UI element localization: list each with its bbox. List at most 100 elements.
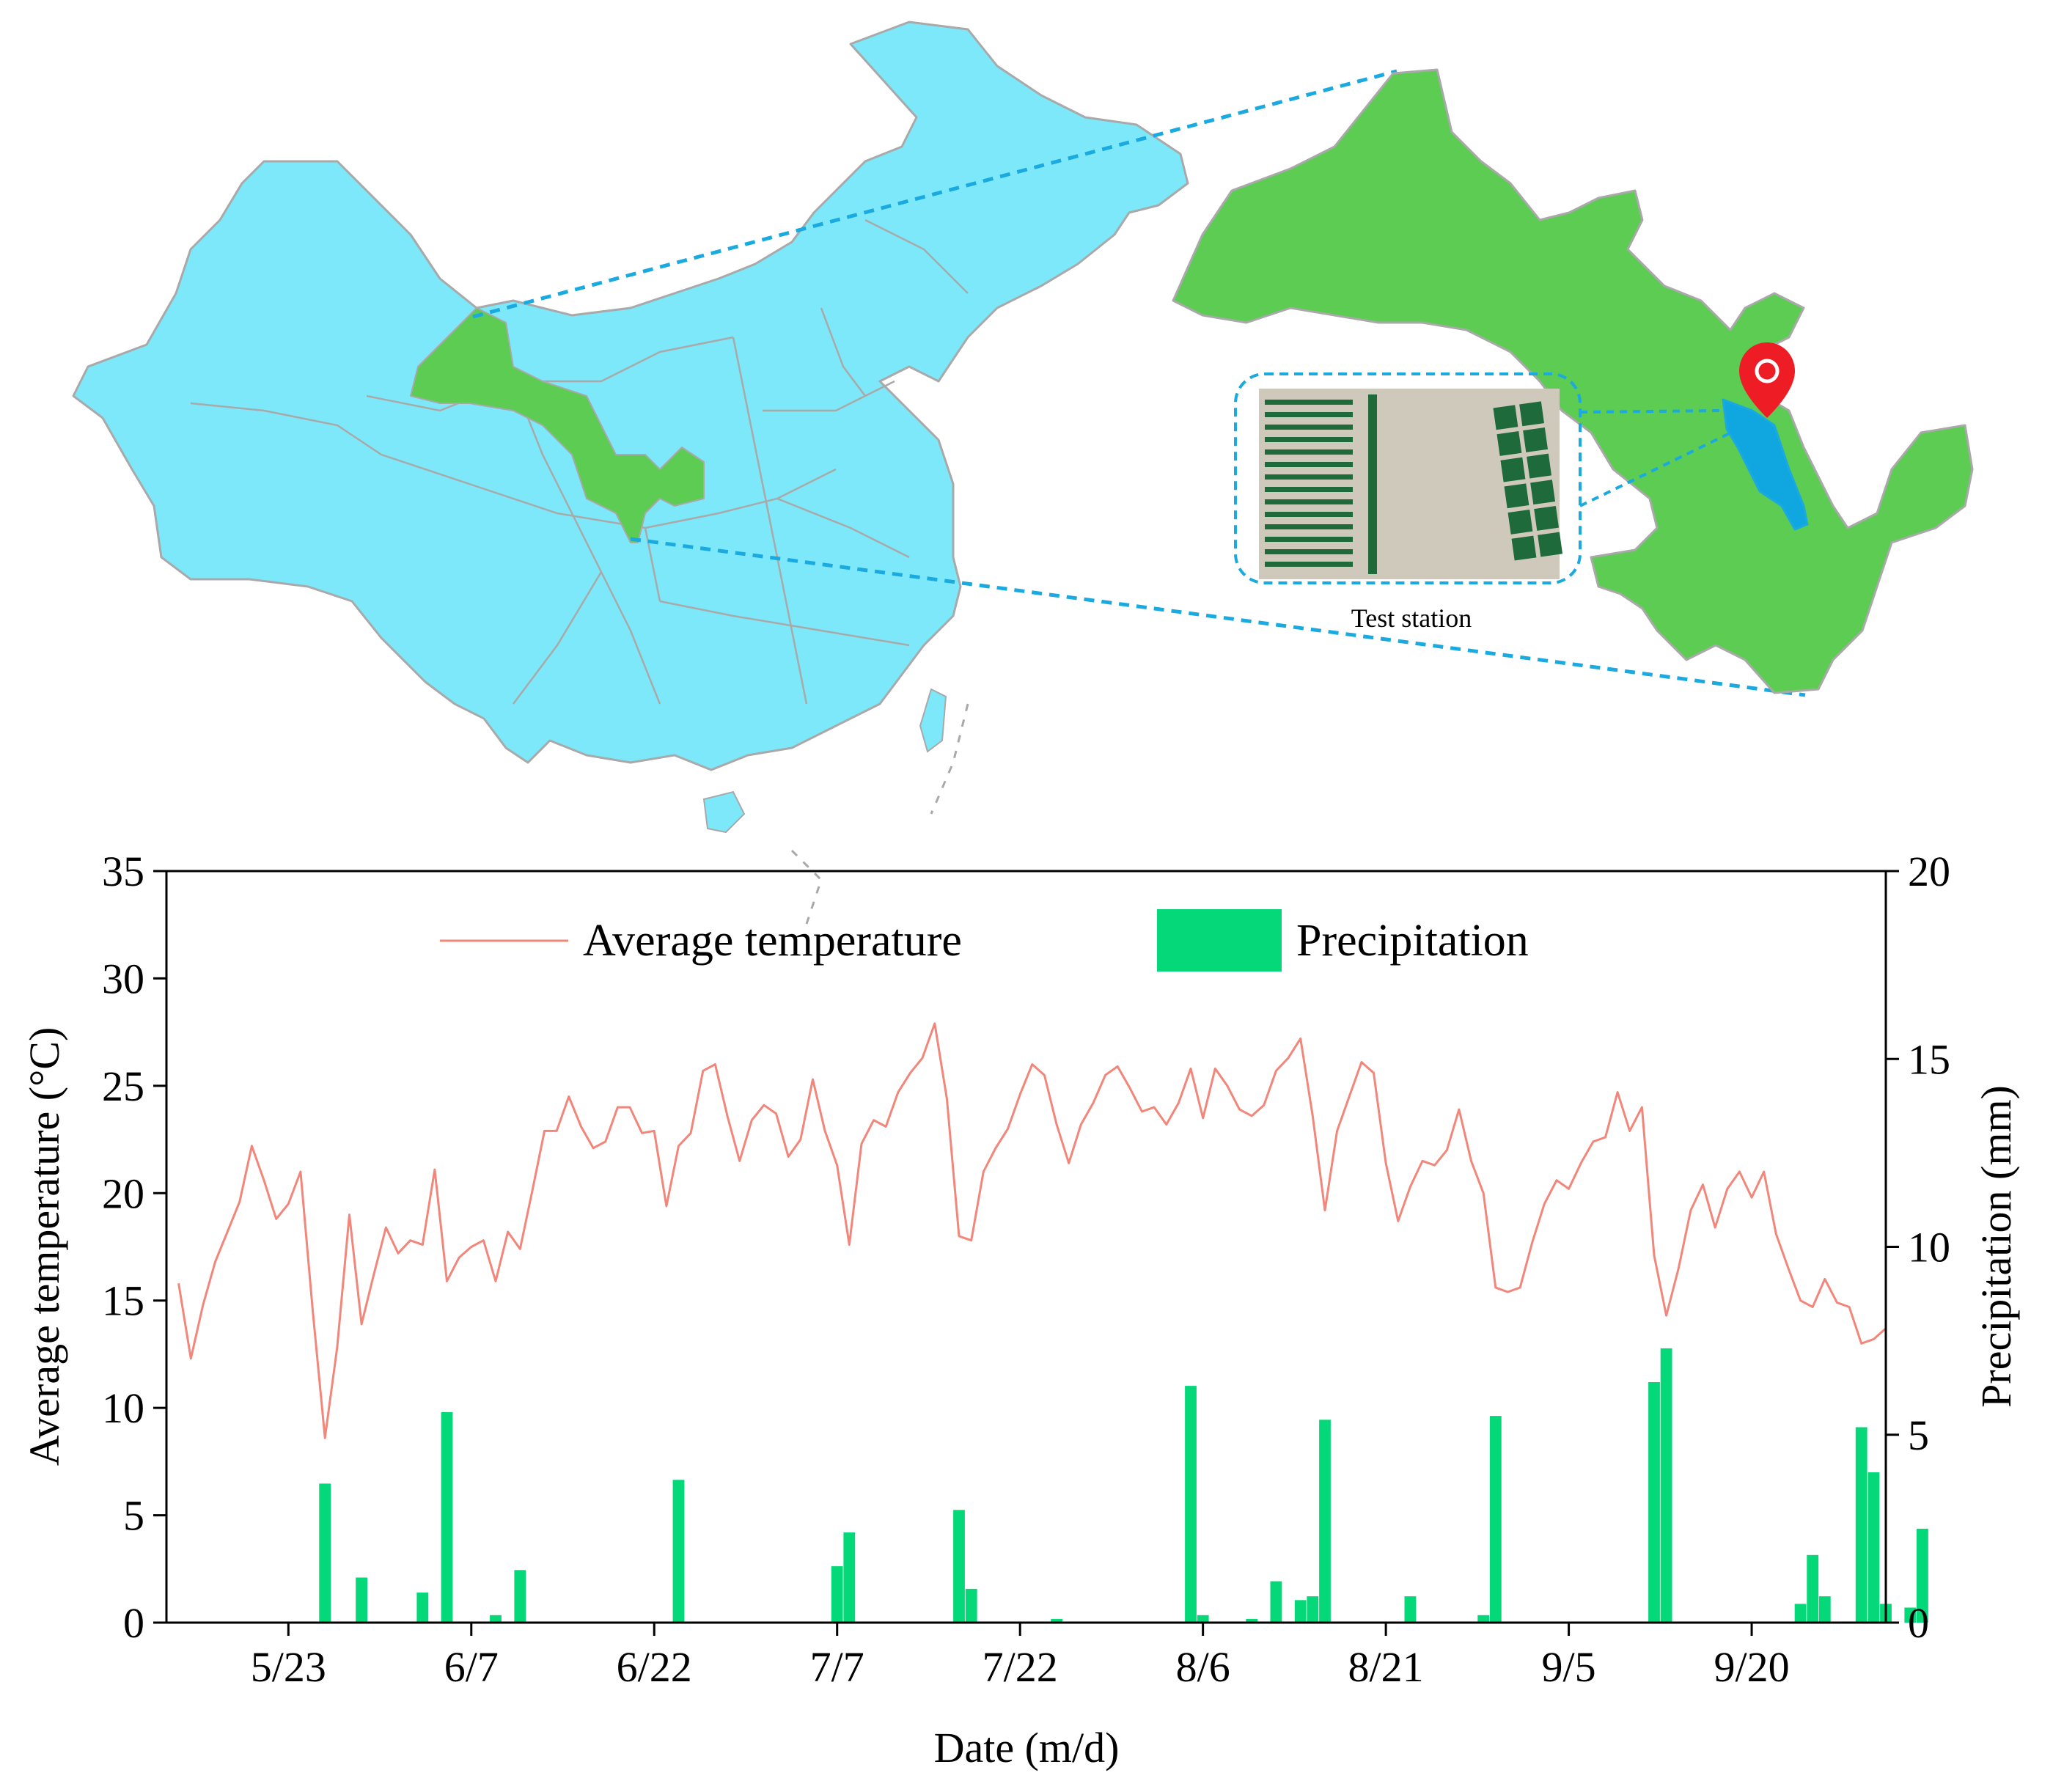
right-y-axis-label: Precipitation (mm) (1972, 1085, 2020, 1408)
right-y-tick-label: 15 (1908, 1035, 1950, 1083)
crop-row (1265, 412, 1353, 417)
left-y-axis-label: Average temperature (°C) (21, 1027, 68, 1466)
x-tick-label: 7/22 (983, 1643, 1058, 1691)
precipitation-bar (1818, 1596, 1831, 1623)
left-y-tick-label: 30 (102, 955, 144, 1002)
south-sea-islands (790, 703, 969, 925)
precipitation-bar (843, 1532, 856, 1623)
photo-connector-lines (1579, 409, 1735, 507)
x-tick-label: 6/7 (444, 1643, 499, 1691)
taiwan-island (919, 688, 947, 753)
precipitation-bar (1294, 1600, 1307, 1623)
crop-plot (1504, 483, 1529, 509)
precipitation-bar (965, 1588, 977, 1623)
crop-row (1265, 487, 1353, 492)
x-tick-label: 9/5 (1542, 1643, 1596, 1691)
crop-row (1265, 524, 1353, 529)
axis-ticks (153, 870, 1899, 1636)
precipitation-bar (1807, 1554, 1819, 1623)
left-y-tick-label: 35 (102, 848, 144, 895)
precipitation-bar (1404, 1596, 1417, 1623)
x-tick-label: 9/20 (1714, 1643, 1789, 1691)
precipitation-bar (1794, 1604, 1807, 1623)
plot-frame (165, 870, 1887, 1624)
crop-plot (1527, 453, 1552, 479)
crop-row (1265, 537, 1353, 542)
crop-strip-middle (1368, 394, 1377, 574)
crop-row (1265, 449, 1353, 455)
crop-row (1265, 474, 1353, 480)
precipitation-bar (1917, 1528, 1928, 1623)
precipitation-bar (1477, 1615, 1490, 1623)
precipitation-bar (1185, 1386, 1197, 1623)
precipitation-bar (514, 1570, 526, 1623)
china-map-icon (72, 21, 1189, 925)
crop-row (1265, 512, 1353, 517)
precipitation-bar (672, 1480, 685, 1623)
precipitation-bar (1246, 1618, 1258, 1623)
precipitation-bar (1904, 1607, 1917, 1623)
crop-row (1265, 462, 1353, 467)
precipitation-bar (1319, 1420, 1331, 1623)
precipitation-bar (1051, 1618, 1062, 1623)
x-tick-label: 6/22 (617, 1643, 692, 1691)
location-pin-icon (1739, 342, 1795, 418)
precipitation-bar (1489, 1416, 1502, 1623)
crop-plot (1500, 457, 1526, 482)
crop-row (1265, 425, 1353, 430)
crop-row (1265, 437, 1353, 442)
precipitation-bar (1660, 1348, 1672, 1623)
field-photo-icon (1259, 389, 1563, 579)
right-y-tick-label: 10 (1908, 1224, 1950, 1271)
left-y-tick-label: 5 (123, 1492, 144, 1540)
x-tick-label: 7/7 (810, 1643, 864, 1691)
precipitation-bar (441, 1412, 453, 1623)
crop-row (1265, 499, 1353, 504)
pin-ring (1755, 359, 1780, 383)
left-y-tick-label: 25 (102, 1062, 144, 1110)
x-axis-label: Date (m/d) (934, 1724, 1120, 1771)
province-borders (190, 219, 969, 705)
legend-precipitation-label: Precipitation (1296, 916, 1529, 966)
gansu-province-highlight (410, 307, 705, 543)
right-y-tick-label: 0 (1908, 1599, 1929, 1647)
precipitation-bar (319, 1483, 331, 1623)
right-y-tick-label: 5 (1908, 1411, 1929, 1459)
crop-plot (1523, 427, 1549, 452)
precipitation-bars (319, 1348, 1928, 1623)
hainan-island (702, 790, 746, 834)
precipitation-bar (490, 1615, 502, 1623)
test-station-label: Test station (1351, 603, 1472, 633)
x-tick-label: 8/21 (1348, 1643, 1424, 1691)
chart-panel: 0 5 10 15 20 25 30 35 0 5 10 15 20 5/23 6/7 6/22 7/7 7/22… (21, 848, 2020, 1771)
crop-plot (1534, 505, 1560, 531)
right-y-tick-label: 20 (1908, 848, 1950, 895)
legend: Average temperature Precipitation (440, 909, 1529, 972)
left-y-tick-label: 10 (102, 1384, 144, 1432)
crop-row (1265, 549, 1353, 554)
temperature-line (177, 1022, 1887, 1439)
precipitation-bar (1270, 1581, 1282, 1623)
crop-rows-left (1265, 400, 1353, 567)
crop-plot (1538, 532, 1563, 557)
left-y-tick-label: 15 (102, 1277, 144, 1325)
precipitation-bar (1197, 1615, 1209, 1623)
crop-plot (1511, 535, 1537, 561)
precipitation-bar (416, 1593, 429, 1623)
x-tick-label: 5/23 (251, 1643, 326, 1691)
crop-plot (1493, 405, 1518, 430)
precipitation-bar (1307, 1596, 1319, 1623)
tick-labels: 0 5 10 15 20 25 30 35 0 5 10 15 20 5/23 6/7 6/22 7/7 7/22… (102, 848, 1950, 1691)
precipitation-bar (356, 1577, 367, 1623)
left-y-tick-label: 20 (102, 1169, 144, 1217)
precipitation-bar (953, 1510, 965, 1623)
test-region-highlight (1722, 398, 1809, 531)
crop-plot (1507, 509, 1533, 535)
precipitation-bar (1648, 1382, 1660, 1623)
precipitation-bar (1867, 1472, 1880, 1623)
crop-plot (1496, 431, 1522, 456)
crop-plots-right (1493, 401, 1563, 561)
crop-row (1265, 562, 1353, 567)
precipitation-bar (1855, 1427, 1867, 1623)
